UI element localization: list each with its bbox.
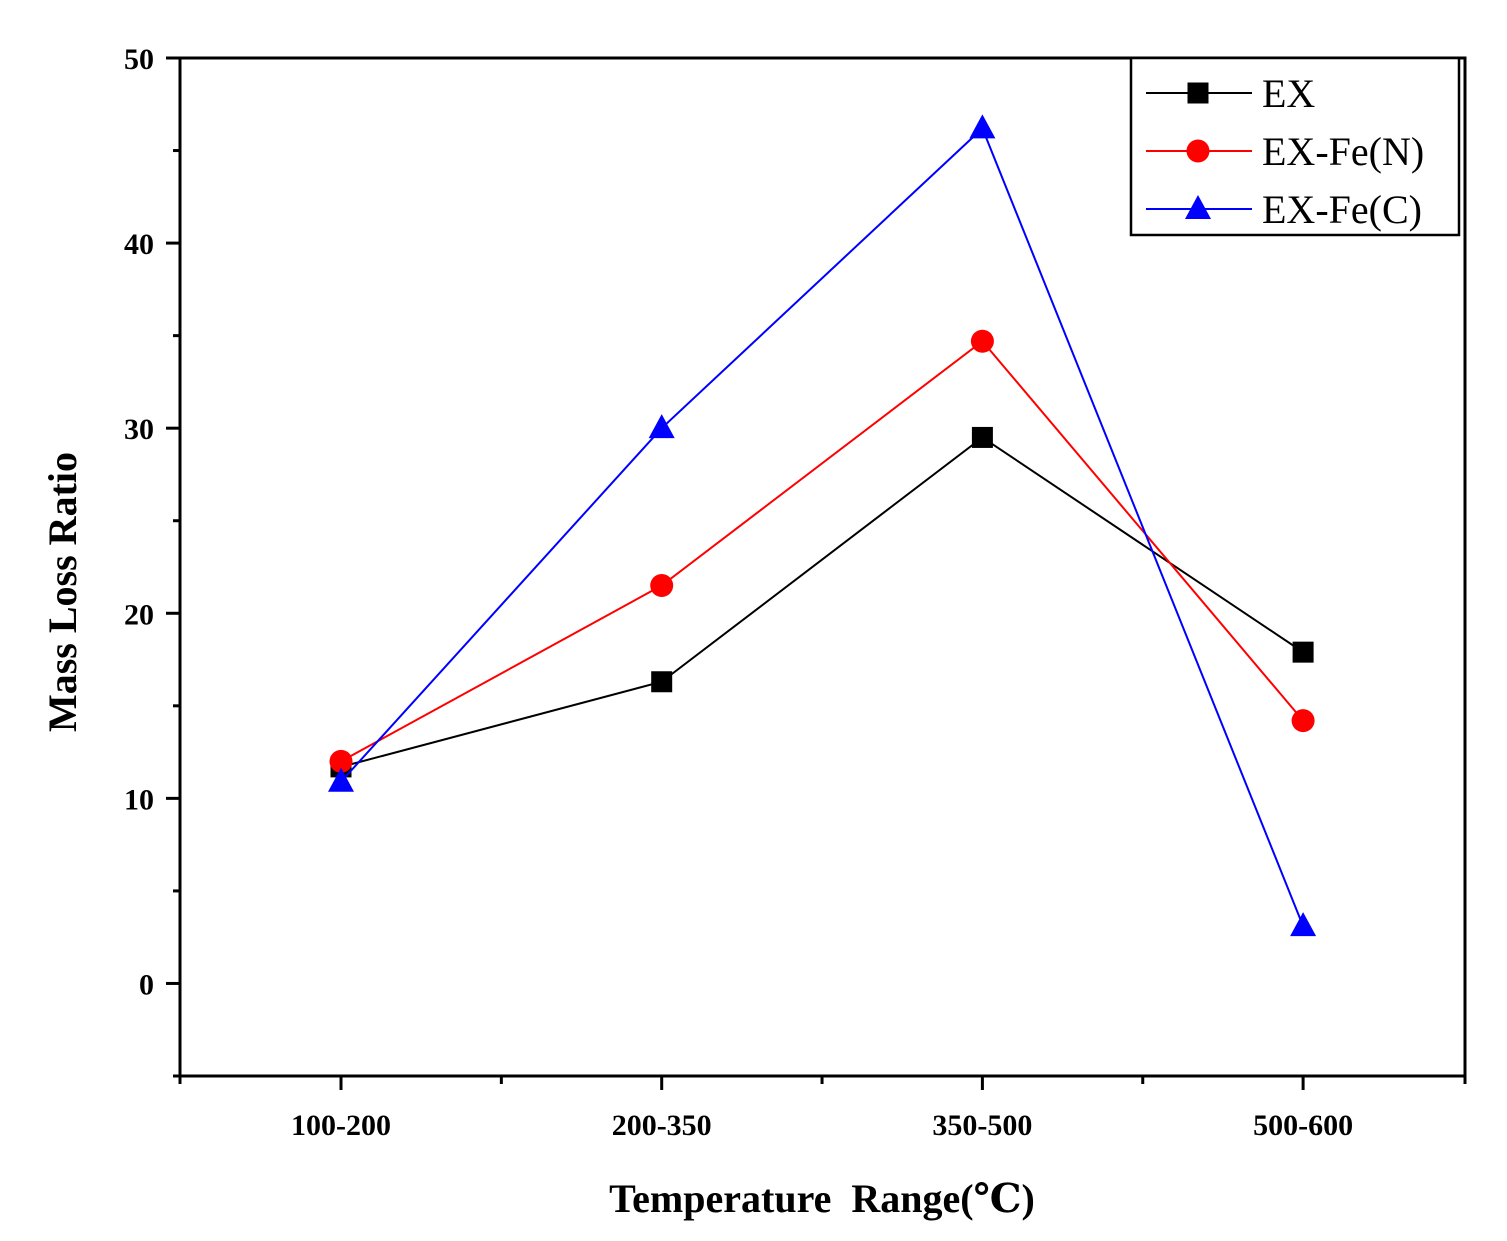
y-tick-label: 30 <box>124 413 154 446</box>
y-tick-label: 50 <box>124 43 154 76</box>
data-point-ex-fe-n <box>970 329 994 353</box>
series-line-ex <box>340 436 1304 768</box>
x-tick-label: 200-350 <box>612 1109 712 1142</box>
y-axis-title: Mass Loss Ratio <box>40 452 85 732</box>
x-tick-label: 500-600 <box>1253 1109 1353 1142</box>
legend-label-ex: EX <box>1262 71 1315 116</box>
data-point-ex <box>651 671 673 693</box>
x-tick-label: 100-200 <box>291 1109 391 1142</box>
data-point-ex-fe-n <box>329 749 353 773</box>
series-line-ex-fe-n <box>340 339 1304 763</box>
legend-box <box>1129 56 1461 237</box>
data-point-ex <box>971 426 993 448</box>
data-point-ex-fe-n <box>650 574 674 598</box>
y-tick-label: 20 <box>124 598 154 631</box>
y-tick-label: 10 <box>124 783 154 816</box>
x-tick-label: 350-500 <box>932 1109 1032 1142</box>
y-tick-label: 40 <box>124 228 154 261</box>
data-point-ex-fe-n <box>1291 709 1315 733</box>
data-point-ex-fe-c <box>648 414 675 439</box>
series-line-ex-fe-c <box>340 126 1305 927</box>
y-tick-label: 0 <box>139 968 154 1001</box>
legend-marker-ex <box>1187 82 1209 104</box>
legend-marker-ex-fe-n <box>1186 139 1210 163</box>
legend-label-ex-fe-c: EX-Fe(C) <box>1262 187 1422 232</box>
legend-label-ex-fe-n: EX-Fe(N) <box>1262 129 1424 174</box>
data-point-ex-fe-c <box>969 114 996 139</box>
x-axis-title: Temperature Range(℃) <box>609 1176 1035 1221</box>
data-point-ex-fe-c <box>328 767 354 792</box>
data-point-ex-fe-c <box>1290 912 1317 937</box>
data-point-ex <box>1292 641 1314 663</box>
legend-marker-ex-fe-c <box>1185 195 1211 219</box>
